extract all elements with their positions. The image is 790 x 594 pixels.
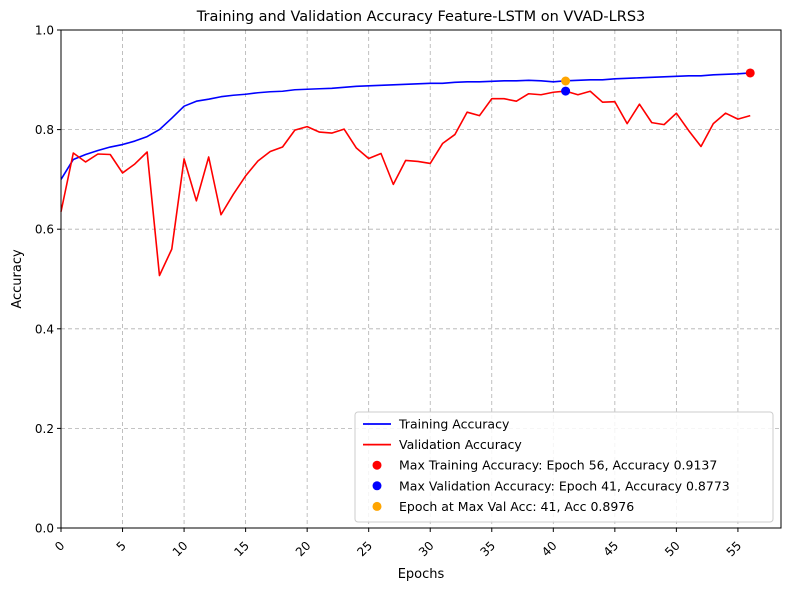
plot-frame [60,29,782,529]
x-tick-label: 25 [354,539,375,560]
marker-epoch-at-max-val [561,76,571,86]
x-tick-label: 5 [114,539,129,554]
x-tick-label: 20 [293,539,314,560]
chart-title: Training and Validation Accuracy Feature… [196,9,646,25]
legend-swatch-dot [372,460,382,470]
legend-swatch-dot [372,481,382,491]
legend-entry-label: Validation Accuracy [399,437,522,452]
x-tick-label: 35 [477,539,498,560]
legend-entry-label: Max Validation Accuracy: Epoch 41, Accur… [399,478,730,493]
x-tick-label: 10 [170,539,191,560]
y-tick-label: 0.6 [35,223,54,237]
legend-box [354,411,774,523]
x-axis: 0 5 10 15 20 25 30 35 40 45 50 55 [52,528,744,559]
y-tick-label: 0.0 [35,522,54,536]
y-axis-label: Accuracy [10,249,25,309]
x-tick-label: 15 [231,539,252,560]
y-tick-label: 0.4 [35,322,54,336]
y-axis: 0.0 0.2 0.4 0.6 0.8 1.0 [35,24,61,536]
legend-entry-label: Training Accuracy [398,417,510,432]
x-tick-label: 0 [52,539,67,554]
x-axis-label: Epochs [398,567,445,582]
legend-swatch-dot [372,501,382,511]
y-tick-label: 0.2 [35,422,54,436]
marker-max-validation [561,86,571,96]
legend-entry-label: Max Training Accuracy: Epoch 56, Accurac… [399,458,717,473]
marker-layer [561,68,755,96]
y-tick-label: 0.8 [35,123,54,137]
series-line-training [60,72,751,180]
x-tick-label: 55 [724,539,745,560]
x-tick-label: 50 [662,539,683,560]
series-layer [60,72,751,277]
y-tick-label: 1.0 [35,24,54,38]
marker-max-training [745,68,755,78]
x-tick-label: 30 [416,539,437,560]
series-line-validation [60,90,751,277]
legend-entry-label: Epoch at Max Val Acc: 41, Acc 0.8976 [399,499,634,514]
legend: Training Accuracy Validation Accuracy Max … [354,411,774,523]
x-tick-label: 45 [601,539,622,560]
x-tick-label: 40 [539,539,560,560]
